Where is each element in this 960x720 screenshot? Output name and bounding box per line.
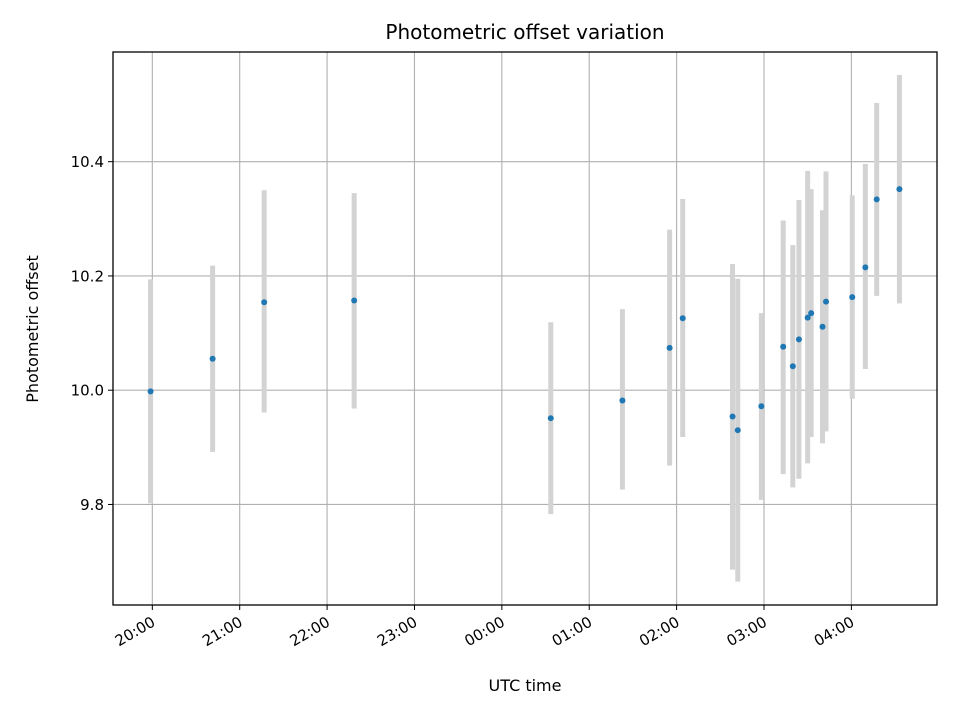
x-tick-label: 04:00 [811, 613, 857, 650]
data-point [808, 310, 815, 317]
data-point [758, 403, 765, 410]
x-tick-label: 22:00 [287, 613, 333, 650]
data-point [819, 323, 826, 330]
data-point [795, 336, 802, 343]
data-point [729, 413, 736, 420]
x-tick-label: 23:00 [374, 613, 420, 650]
y-tick-label: 10.4 [71, 153, 104, 171]
x-tick-label: 21:00 [199, 613, 245, 650]
y-tick-label: 9.8 [80, 496, 104, 514]
x-axis-ticks: 20:00 21:00 22:00 23:00 00:00 01:00 02:00 03:00… [112, 605, 857, 650]
data-point [734, 427, 741, 434]
chart-title: Photometric offset variation [385, 20, 664, 44]
y-tick-label: 10.2 [71, 267, 104, 285]
data-point [547, 415, 554, 422]
data-point [780, 343, 787, 350]
data-point [351, 297, 358, 304]
data-point [209, 355, 216, 362]
y-tick-label: 10.0 [71, 382, 104, 400]
data-point [147, 388, 154, 395]
data-point [679, 315, 686, 322]
data-point [666, 344, 673, 351]
x-tick-label: 03:00 [724, 613, 770, 650]
data-point [896, 186, 903, 193]
data-point [873, 196, 880, 203]
grid [113, 52, 937, 605]
data-point [261, 299, 268, 306]
plot-frame [112, 51, 938, 606]
x-tick-label: 20:00 [112, 613, 158, 650]
error-bars [148, 74, 902, 582]
data-point [862, 264, 869, 271]
data-point [619, 397, 626, 404]
data-point [789, 363, 796, 370]
x-axis-label: UTC time [489, 676, 562, 695]
x-tick-label: 00:00 [461, 613, 507, 650]
data-point [849, 294, 856, 301]
x-tick-label: 01:00 [549, 613, 595, 650]
data-point [804, 314, 811, 321]
data-points [147, 186, 903, 434]
x-tick-label: 02:00 [636, 613, 682, 650]
y-axis-ticks: 9.8 10.0 10.2 10.4 [71, 153, 113, 514]
y-axis-label: Photometric offset [23, 255, 42, 403]
data-point [823, 298, 830, 305]
